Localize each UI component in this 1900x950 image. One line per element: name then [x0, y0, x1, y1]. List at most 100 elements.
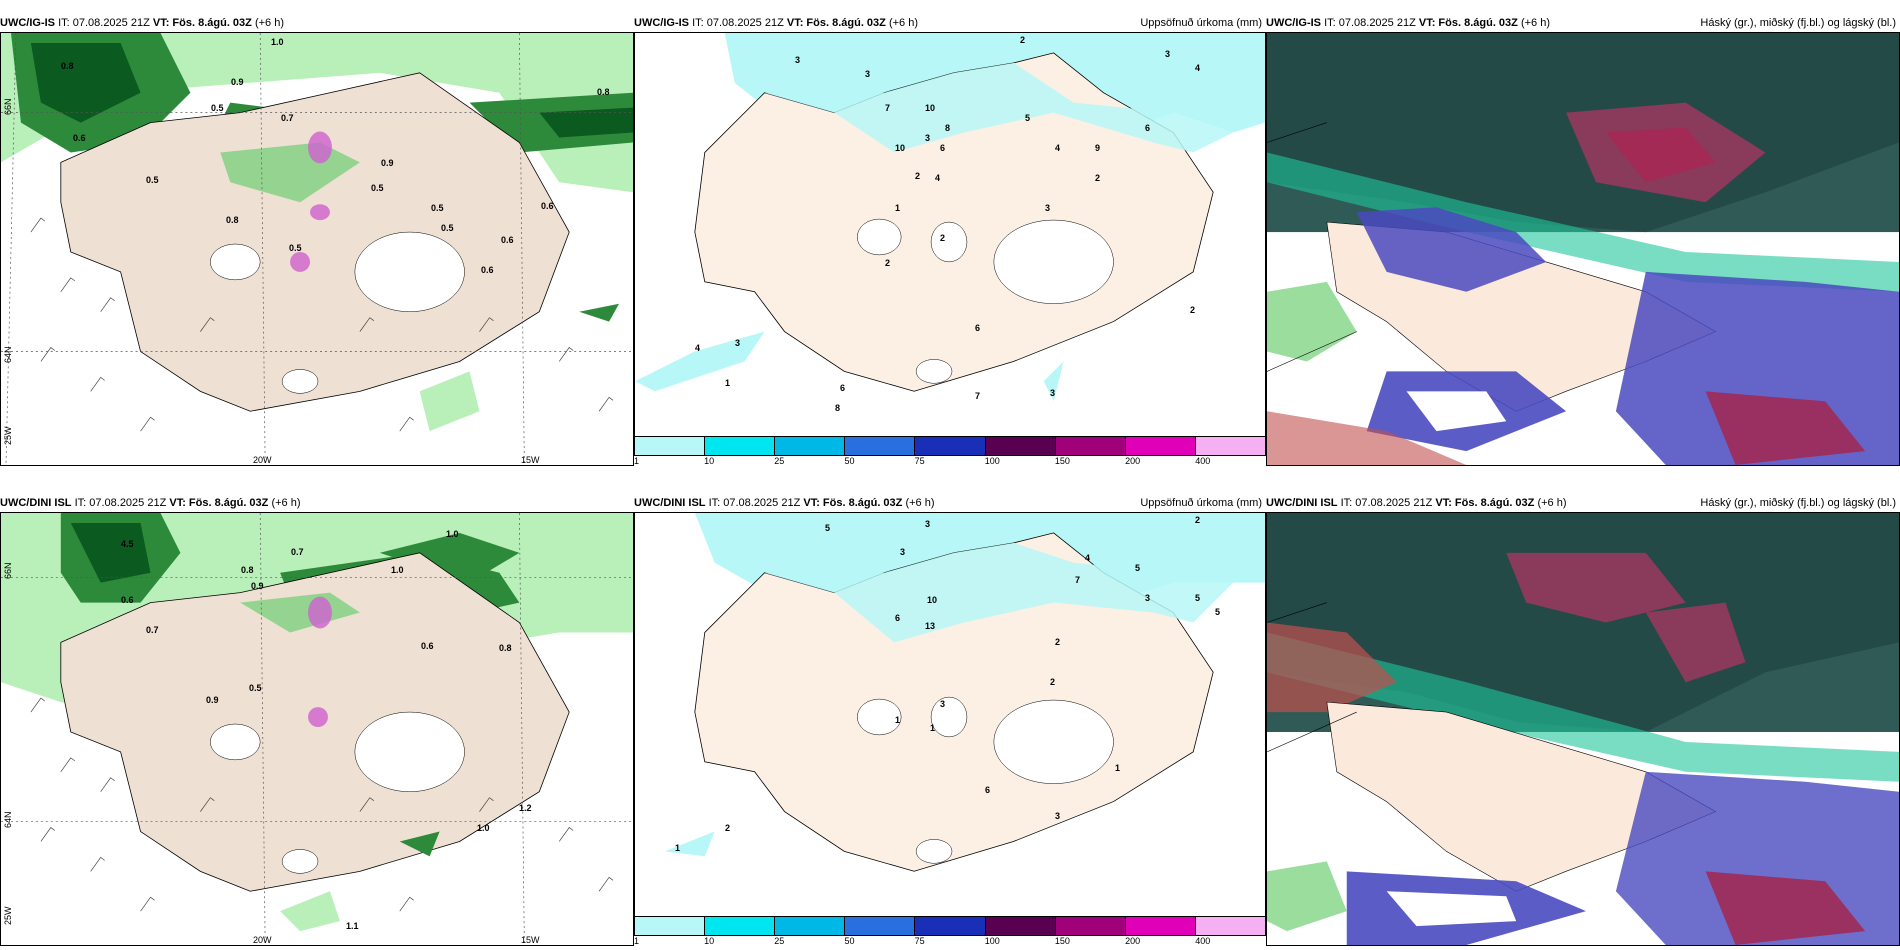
wind-value: 0.6 — [121, 595, 134, 605]
colorbar-swatch — [985, 437, 1056, 455]
precip-value: 13 — [925, 621, 936, 631]
colorbar-swatch — [985, 917, 1056, 935]
precip-value: 2 — [1195, 515, 1201, 525]
colorbar-label: 1 — [634, 456, 640, 466]
model-name: UWC/IG-IS — [0, 17, 55, 29]
init-time: IT: 07.08.2025 21Z — [1324, 17, 1416, 29]
precip-value: 4 — [1055, 143, 1061, 153]
wind-value: 0.8 — [499, 643, 512, 653]
colorbar-label: 25 — [774, 936, 785, 946]
colorbar-label: 150 — [1054, 936, 1070, 946]
field-title: Háský (gr.), miðský (fj.bl.) og lágský (… — [1700, 497, 1896, 509]
wind-value: 0.7 — [281, 113, 294, 123]
colorbar-swatch — [775, 437, 846, 455]
colorbar-swatch — [705, 917, 776, 935]
valid-time: VT: Fös. 8.ágú. 03Z — [169, 497, 269, 509]
precip-value: 9 — [1095, 143, 1101, 153]
wind-value: 0.5 — [249, 683, 262, 693]
precip-value: 3 — [925, 519, 931, 529]
wind-value: 0.6 — [481, 265, 494, 275]
cloud-map — [1266, 32, 1900, 466]
wind-value: 0.9 — [231, 77, 244, 87]
precip-value: 8 — [835, 403, 841, 413]
colorbar-swatch — [1055, 437, 1126, 455]
precip-colorbar — [634, 436, 1266, 456]
precip-value: 5 — [1195, 593, 1201, 603]
field-title: Uppsöfnuð úrkoma (mm) — [1140, 17, 1262, 29]
lead-time: (+6 h) — [888, 17, 918, 29]
precip-value: 2 — [1020, 35, 1026, 45]
field-title: Háský (gr.), miðský (fj.bl.) og lágský (… — [1700, 17, 1896, 29]
colorbar-label: 200 — [1125, 936, 1141, 946]
precip-value: 5 — [1025, 113, 1031, 123]
precip-value: 4 — [935, 173, 941, 183]
lead-time: (+6 h) — [1537, 497, 1567, 509]
precip-value: 6 — [985, 785, 991, 795]
precip-value: 3 — [900, 547, 906, 557]
colorbar-label: 100 — [984, 456, 1000, 466]
lead-time: (+6 h) — [271, 497, 301, 509]
wind-value: 1.2 — [519, 803, 532, 813]
precip-value: 3 — [1145, 593, 1151, 603]
wind-value: 0.6 — [501, 235, 514, 245]
wind-value: 0.6 — [541, 201, 554, 211]
panel-cloud-row2: UWC/DINI ISL IT: 07.08.2025 21Z VT: Fös.… — [1266, 494, 1900, 946]
precip-value: 5 — [825, 523, 831, 533]
lon-label-20w: 20W — [253, 455, 272, 465]
colorbar-swatch — [1125, 437, 1196, 455]
colorbar-label: 150 — [1054, 456, 1070, 466]
precip-value: 2 — [725, 823, 731, 833]
wind-value: 0.8 — [597, 87, 610, 97]
wind-value: 0.5 — [441, 223, 454, 233]
panel-precip-row1: UWC/IG-IS IT: 07.08.2025 21Z VT: Fös. 8.… — [634, 14, 1266, 466]
lead-time: (+6 h) — [905, 497, 935, 509]
model-name: UWC/DINI ISL — [634, 497, 706, 509]
colorbar-swatch — [1125, 917, 1196, 935]
wind-value: 0.6 — [421, 641, 434, 651]
colorbar-labels: 1 10 25 50 75 100 150 200 400 — [634, 456, 1266, 468]
colorbar-label: 75 — [914, 936, 925, 946]
precip-value: 3 — [940, 699, 946, 709]
wind-value: 0.5 — [371, 183, 384, 193]
wind-value: 1.1 — [346, 921, 359, 931]
precip-value: 10 — [925, 103, 936, 113]
precip-value: 3 — [1045, 203, 1051, 213]
wind-value: 0.7 — [291, 547, 304, 557]
colorbar-label: 50 — [844, 456, 855, 466]
panel-wind-row1: UWC/IG-IS IT: 07.08.2025 21Z VT: Fös. 8.… — [0, 14, 634, 466]
wind-value: 0.5 — [211, 103, 224, 113]
precip-value: 6 — [1145, 123, 1151, 133]
wind-value: 0.5 — [146, 175, 159, 185]
colorbar-swatch — [845, 917, 916, 935]
precip-value: 5 — [1135, 563, 1141, 573]
model-name: UWC/DINI ISL — [1266, 497, 1338, 509]
panel-precip-row2: UWC/DINI ISL IT: 07.08.2025 21Z VT: Fös.… — [634, 494, 1266, 946]
panel-title: UWC/IG-IS IT: 07.08.2025 21Z VT: Fös. 8.… — [0, 14, 634, 32]
precip-value: 2 — [1055, 637, 1061, 647]
panel-title: UWC/DINI ISL IT: 07.08.2025 21Z VT: Fös.… — [0, 494, 634, 512]
valid-time: VT: Fös. 8.ágú. 03Z — [803, 497, 903, 509]
init-time: IT: 07.08.2025 21Z — [692, 17, 784, 29]
colorbar-swatch — [915, 437, 986, 455]
colorbar-label: 50 — [844, 936, 855, 946]
wind-value: 0.8 — [226, 215, 239, 225]
lon-label-15w: 15W — [521, 935, 540, 945]
precip-value: 4 — [1085, 553, 1091, 563]
precip-value: 8 — [945, 123, 951, 133]
precip-value: 7 — [885, 103, 891, 113]
wind-map: 66N 64N 25W 20W 15W 4.5 1.0 0.7 0.8 0.9 … — [0, 512, 634, 946]
wind-value: 1.0 — [271, 37, 284, 47]
precip-value: 1 — [1115, 763, 1121, 773]
colorbar-label: 1 — [634, 936, 640, 946]
precip-map: 3 2 3 4 3 7 10 9 4 5 6 8 3 10 6 4 2 1 2 … — [634, 32, 1266, 440]
precip-value: 6 — [940, 143, 946, 153]
colorbar-swatch — [635, 437, 706, 455]
valid-time: VT: Fös. 8.ágú. 03Z — [1435, 497, 1535, 509]
precip-value: 1 — [675, 843, 681, 853]
wind-value: 0.6 — [73, 133, 86, 143]
colorbar-swatch — [635, 917, 706, 935]
wind-value: 0.9 — [206, 695, 219, 705]
precip-value: 1 — [725, 378, 731, 388]
colorbar-swatch — [775, 917, 846, 935]
precip-value: 1 — [895, 203, 901, 213]
